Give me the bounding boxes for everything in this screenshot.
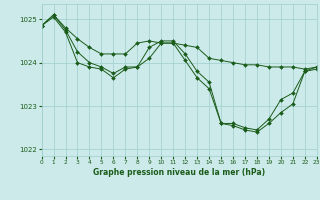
X-axis label: Graphe pression niveau de la mer (hPa): Graphe pression niveau de la mer (hPa) — [93, 168, 265, 177]
